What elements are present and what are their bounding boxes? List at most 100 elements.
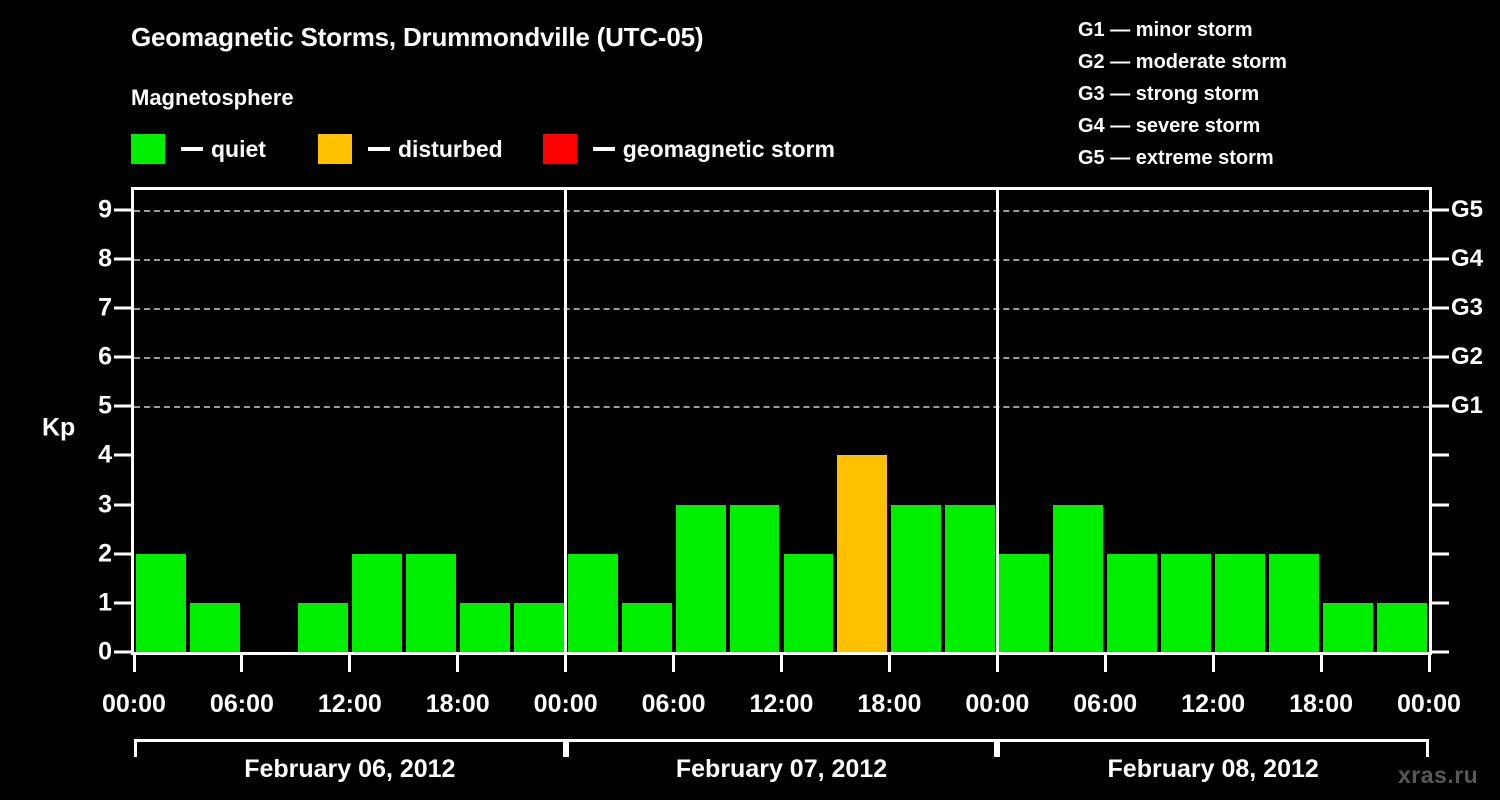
y-tick-label-9: 9	[98, 195, 112, 224]
plot-inner	[134, 190, 1429, 652]
x-tick-mark-8	[995, 655, 999, 672]
y-tick-mark-5	[114, 404, 131, 408]
x-tick-mark-0	[132, 655, 136, 672]
day-separator-1	[564, 190, 568, 652]
y-tick-mark-3	[114, 503, 131, 507]
y-tick-mark-8	[114, 257, 131, 261]
x-tick-label-8: 00:00	[965, 690, 1030, 718]
right-tick-mark-0	[1432, 650, 1449, 654]
y-tick-mark-0	[114, 650, 131, 654]
g-scale-legend-item-4: G4 — severe storm	[1078, 115, 1261, 137]
y-tick-label-3: 3	[98, 490, 112, 519]
bar-kp	[1107, 553, 1158, 652]
y-tick-label-0: 0	[98, 637, 112, 666]
day-bracket-2	[565, 739, 998, 757]
bar-kp	[621, 602, 672, 652]
page-title: Geomagnetic Storms, Drummondville (UTC-0…	[131, 22, 704, 52]
x-tick-label-6: 12:00	[749, 690, 814, 718]
x-tick-label-2: 12:00	[317, 690, 382, 718]
g-scale-tick-G3: G3	[1451, 293, 1484, 321]
g-scale-legend-item-2: G2 — moderate storm	[1078, 51, 1287, 73]
day-bracket-line-3	[997, 739, 1429, 742]
x-tick-mark-2	[348, 655, 352, 672]
quiet-swatch	[131, 134, 165, 164]
y-axis-title: Kp	[42, 413, 76, 442]
x-tick-mark-5	[672, 655, 676, 672]
bar-kp	[1161, 553, 1212, 652]
y-tick-label-1: 1	[98, 588, 112, 617]
color-legend: quiet disturbed geomagnetic storm	[131, 133, 835, 165]
legend-dash-icon	[367, 147, 390, 151]
bar-kp	[891, 504, 942, 652]
legend-entry-geomagnetic-storm: geomagnetic storm	[542, 134, 835, 164]
right-tick-mark-5	[1432, 404, 1449, 408]
gridline-kp-9	[134, 209, 1429, 212]
chart-subtitle: Magnetosphere	[131, 85, 294, 110]
day-label-3: February 08, 2012	[1107, 755, 1319, 783]
bar-kp	[297, 602, 348, 652]
bar-kp	[1377, 602, 1427, 652]
g-scale-tick-G5: G5	[1451, 195, 1484, 223]
x-tick-mark-6	[780, 655, 783, 672]
gridline-kp-5	[134, 406, 1429, 409]
bar-kp	[1215, 553, 1266, 652]
x-tick-label-4: 00:00	[533, 690, 598, 718]
bar-kp	[459, 602, 510, 652]
gridline-kp-8	[134, 258, 1429, 261]
bar-kp	[1053, 504, 1104, 652]
x-tick-label-12: 00:00	[1397, 690, 1461, 718]
x-tick-label-9: 06:00	[1073, 690, 1138, 718]
x-tick-label-1: 06:00	[209, 690, 274, 718]
day-label-2: February 07, 2012	[675, 755, 888, 783]
gridline-kp-7	[134, 307, 1429, 310]
legend-entry-disturbed: disturbed	[317, 134, 503, 164]
x-tick-label-0: 00:00	[102, 690, 166, 718]
bar-kp	[405, 553, 456, 652]
g-scale-legend-item-5: G5 — extreme storm	[1078, 147, 1274, 169]
y-tick-mark-4	[114, 453, 131, 457]
day-bracket-3	[997, 739, 1429, 757]
bar-kp	[837, 455, 888, 652]
bar-kp	[1323, 602, 1374, 652]
y-tick-mark-2	[114, 552, 131, 556]
g-scale-tick-G2: G2	[1451, 343, 1484, 371]
x-tick-mark-3	[456, 655, 460, 672]
bar-kp	[945, 504, 996, 652]
right-tick-mark-1	[1432, 601, 1449, 605]
x-tick-mark-10	[1211, 655, 1215, 672]
x-tick-mark-4	[564, 655, 568, 672]
x-tick-mark-11	[1319, 655, 1323, 672]
legend-label: quiet	[211, 135, 266, 162]
bar-kp	[783, 553, 834, 652]
legend-label: geomagnetic storm	[622, 135, 835, 162]
bar-kp	[189, 602, 240, 652]
g-scale-legend-item-3: G3 — strong storm	[1078, 83, 1260, 105]
x-tick-label-11: 18:00	[1289, 690, 1354, 718]
x-tick-mark-7	[887, 655, 891, 672]
right-tick-mark-3	[1432, 503, 1449, 507]
bar-kp	[567, 553, 618, 652]
x-tick-label-10: 12:00	[1181, 690, 1246, 718]
disturbed-swatch	[317, 134, 352, 164]
g-scale-legend-item-1: G1 — minor storm	[1078, 19, 1253, 41]
bar-kp	[999, 553, 1050, 652]
y-tick-label-8: 8	[98, 244, 112, 273]
legend-dash-icon	[592, 147, 615, 151]
day-bracket-1	[134, 739, 566, 757]
x-tick-label-5: 06:00	[641, 690, 706, 718]
day-bracket-line-1	[134, 739, 566, 742]
y-tick-label-7: 7	[98, 293, 112, 322]
day-label-1: February 06, 2012	[244, 755, 456, 783]
bar-kp	[513, 602, 564, 652]
y-tick-label-5: 5	[98, 391, 112, 420]
g-scale-legend: G1 — minor storm G2 — moderate storm G3 — …	[1078, 14, 1287, 174]
bar-kp	[675, 504, 726, 652]
y-tick-mark-6	[114, 355, 131, 359]
y-tick-mark-7	[114, 306, 131, 310]
watermark: xras.ru	[1398, 762, 1479, 788]
x-tick-label-3: 18:00	[425, 690, 490, 718]
y-tick-label-4: 4	[98, 440, 112, 469]
x-tick-mark-12	[1427, 655, 1431, 672]
right-tick-mark-7	[1432, 306, 1449, 310]
